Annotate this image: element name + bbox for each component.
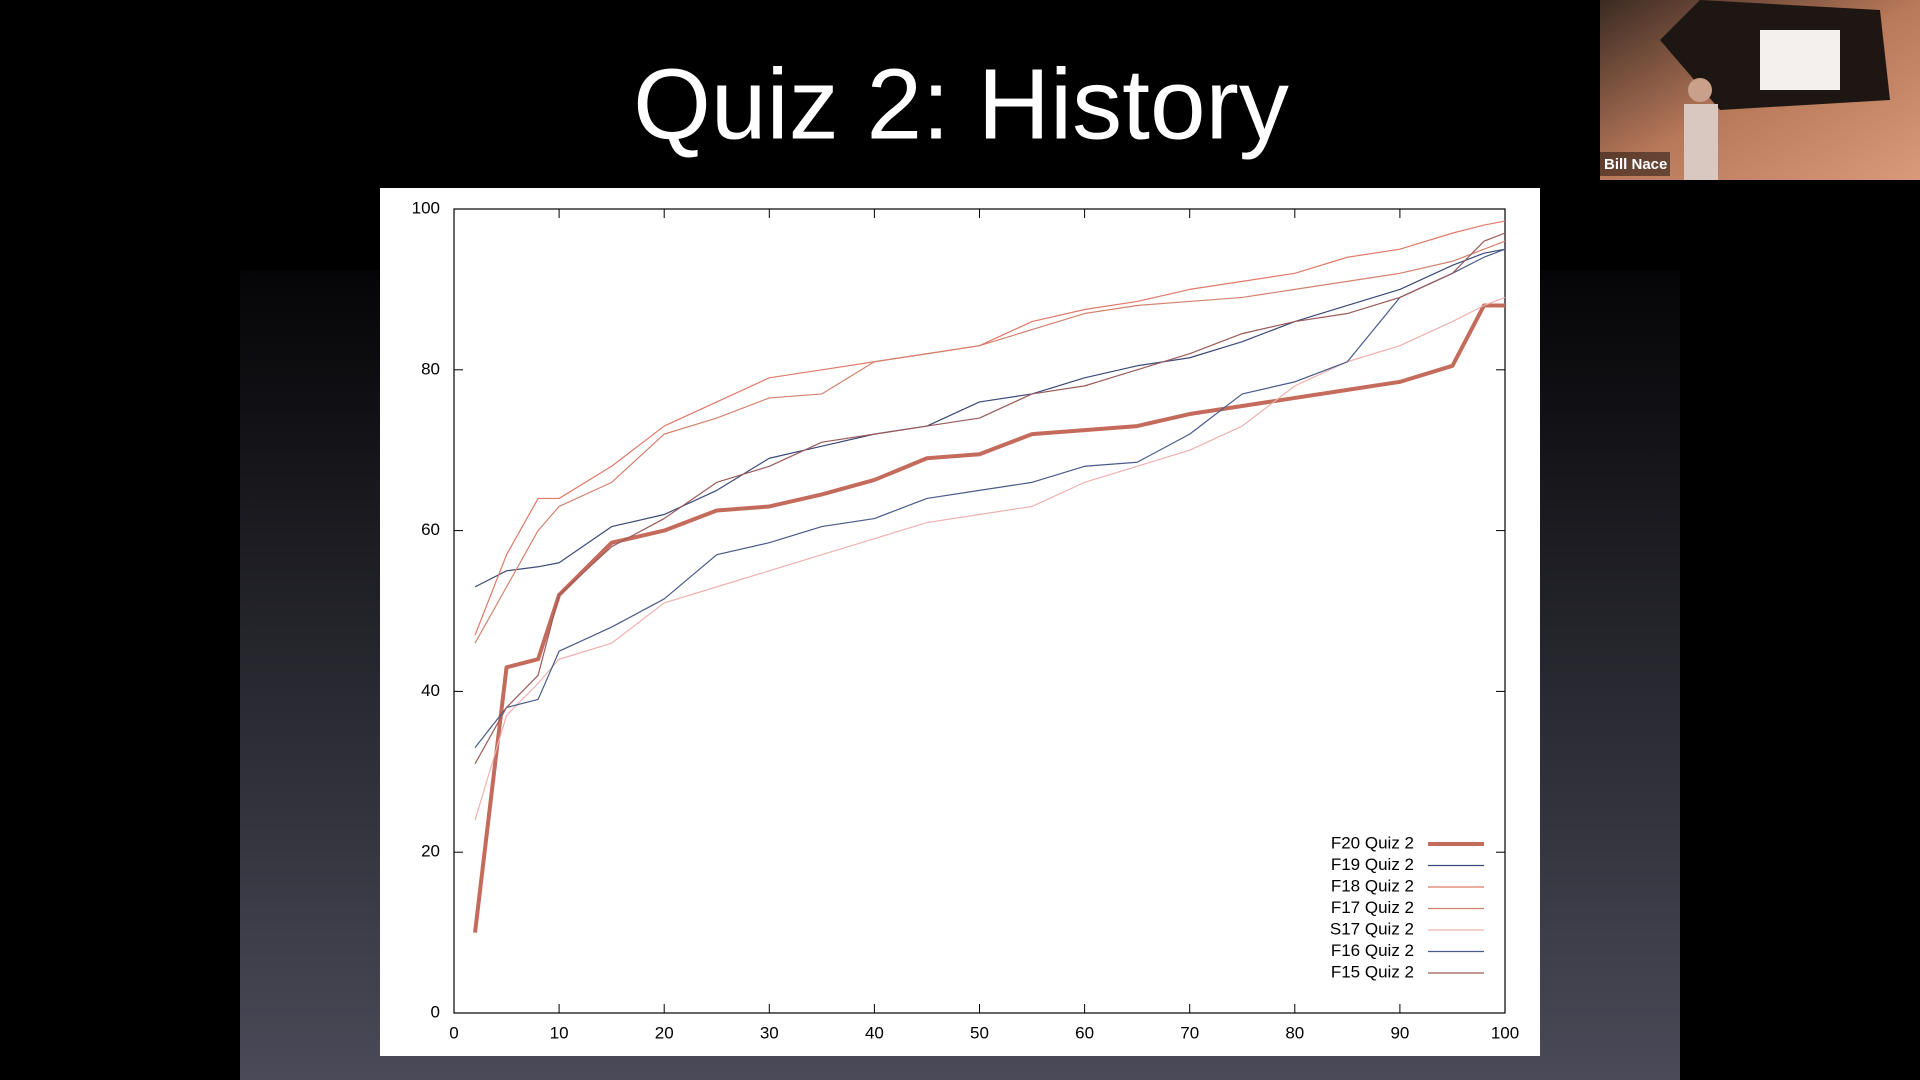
x-tick-label: 100 — [1491, 1023, 1519, 1042]
projected-slide — [1760, 30, 1840, 90]
series-line — [474, 240, 1506, 644]
series-line — [474, 296, 1506, 821]
x-tick-label: 20 — [655, 1023, 674, 1042]
video-thumbnail: Bill Nace — [1600, 0, 1920, 180]
y-tick-label: 80 — [421, 359, 440, 378]
y-tick-label: 60 — [421, 520, 440, 539]
legend-label: F20 Quiz 2 — [1331, 833, 1414, 852]
slide-title: Quiz 2: History — [633, 48, 1289, 160]
chart-panel — [380, 188, 1540, 1056]
chart: 0 20 40 60 80 100 0 10 20 30 40 50 60 70 80 90 100 F20 Qu… — [412, 198, 1520, 1042]
series-line — [473, 303, 1505, 933]
x-tick-label: 90 — [1390, 1023, 1409, 1042]
y-tick-label: 100 — [412, 198, 440, 217]
x-tick-label: 10 — [550, 1023, 569, 1042]
series-line — [474, 232, 1506, 765]
legend-label: F17 Quiz 2 — [1331, 898, 1414, 917]
x-tick-label: 40 — [865, 1023, 884, 1042]
y-tick-label: 40 — [421, 681, 440, 700]
y-tick-label: 20 — [421, 842, 440, 861]
name-tag-bg — [1600, 152, 1670, 176]
participant-name: Bill Nace — [1604, 156, 1667, 173]
x-tick-label: 30 — [760, 1023, 779, 1042]
x-tick-label: 80 — [1285, 1023, 1304, 1042]
series-line — [474, 248, 1506, 749]
speaker-body — [1684, 104, 1718, 180]
x-tick-label: 70 — [1180, 1023, 1199, 1042]
x-tick-label: 50 — [970, 1023, 989, 1042]
legend-label: F15 Quiz 2 — [1331, 962, 1414, 981]
x-tick-label: 0 — [449, 1023, 458, 1042]
legend-label: F18 Quiz 2 — [1331, 876, 1414, 895]
speaker-head — [1688, 78, 1712, 102]
series-line — [474, 248, 1506, 588]
legend-label: F19 Quiz 2 — [1331, 855, 1414, 874]
legend-label: F16 Quiz 2 — [1331, 941, 1414, 960]
legend-label: S17 Quiz 2 — [1330, 919, 1414, 938]
x-tick-label: 60 — [1075, 1023, 1094, 1042]
y-tick-label: 0 — [431, 1002, 440, 1021]
